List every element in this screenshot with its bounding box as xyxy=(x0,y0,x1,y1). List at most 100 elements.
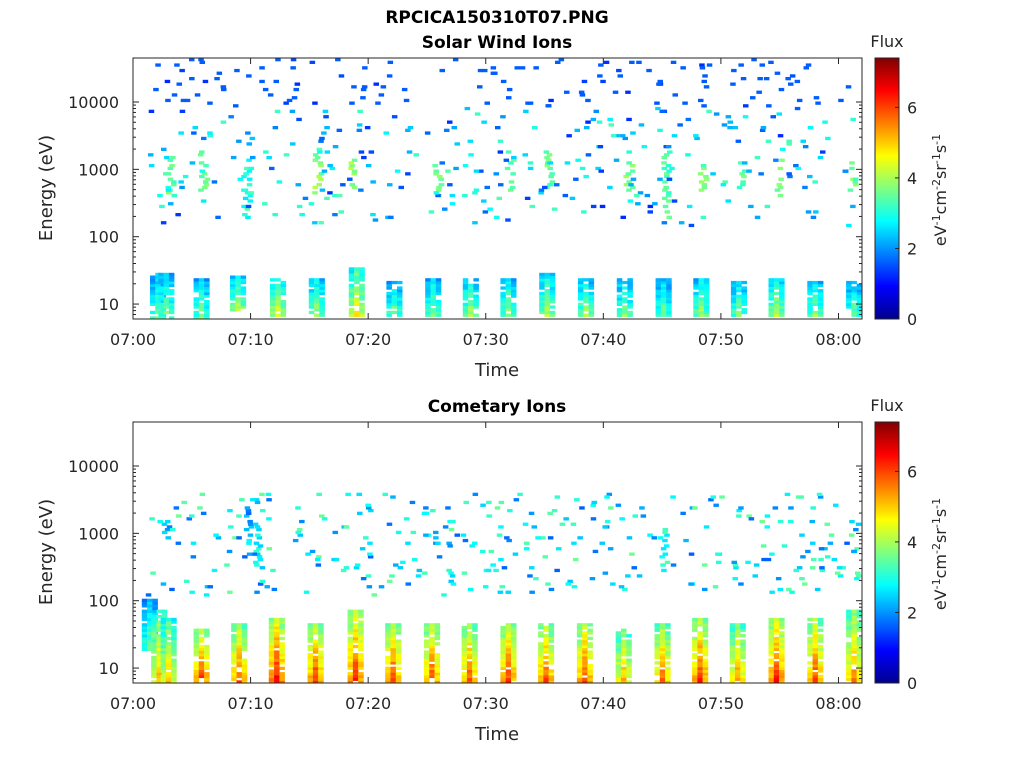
heatmap-cell xyxy=(193,628,200,632)
heatmap-cell xyxy=(779,300,785,304)
colorbar-tick-label: 6 xyxy=(907,462,917,481)
heatmap-cell xyxy=(163,283,170,287)
heatmap-cell xyxy=(235,297,241,301)
heatmap-cell xyxy=(692,642,698,646)
heatmap-cell xyxy=(657,536,664,540)
heatmap-cell xyxy=(248,525,255,529)
heatmap-cell xyxy=(236,680,242,683)
heatmap-cell xyxy=(732,126,739,130)
heatmap-cell xyxy=(587,653,593,657)
heatmap-cell xyxy=(312,674,319,679)
heatmap-cell xyxy=(171,183,177,187)
heatmap-cell xyxy=(276,180,283,184)
heatmap-cell xyxy=(539,294,545,298)
heatmap-cell xyxy=(511,302,517,306)
heatmap-cell xyxy=(152,606,158,611)
heatmap-cell xyxy=(498,557,504,562)
heatmap-cell xyxy=(484,101,490,105)
heatmap-cell xyxy=(358,672,364,676)
heatmap-cell xyxy=(708,498,714,502)
heatmap-cell xyxy=(236,642,242,646)
heatmap-cell xyxy=(538,644,544,649)
heatmap-cell xyxy=(846,623,852,627)
heatmap-cell xyxy=(424,680,430,683)
heatmap-cell xyxy=(729,628,736,632)
heatmap-cell xyxy=(587,680,593,683)
heatmap-cell xyxy=(147,609,153,613)
heatmap-cell xyxy=(318,655,324,660)
heatmap-cell xyxy=(189,58,195,62)
panel-solar-wind-ions: Solar Wind Ions 07:00 07:10 07:20 07:30 07:4… xyxy=(36,32,950,381)
heatmap-cell xyxy=(817,664,824,668)
heatmap-cell xyxy=(768,305,774,309)
heatmap-cell xyxy=(768,653,774,657)
heatmap-cell xyxy=(591,500,597,505)
heatmap-cell xyxy=(198,636,205,641)
heatmap-cell xyxy=(153,87,159,92)
heatmap-cell xyxy=(856,639,862,643)
heatmap-cell xyxy=(729,631,736,635)
heatmap-cell xyxy=(548,644,555,649)
heatmap-cell xyxy=(168,297,175,301)
heatmap-cell xyxy=(748,204,754,209)
heatmap-cell xyxy=(763,77,770,81)
heatmap-cell xyxy=(307,647,314,651)
heatmap-cell xyxy=(198,653,205,657)
heatmap-cell xyxy=(582,672,588,676)
heatmap-cell xyxy=(240,300,247,304)
heatmap-cell xyxy=(692,639,698,643)
heatmap-cell xyxy=(621,642,627,646)
heatmap-cell xyxy=(626,180,632,184)
heatmap-cell xyxy=(817,666,824,670)
heatmap-cell xyxy=(430,278,436,282)
heatmap-cell xyxy=(268,664,275,668)
heatmap-cell xyxy=(660,547,667,551)
heatmap-cell xyxy=(423,506,429,510)
heatmap-cell xyxy=(390,650,396,654)
heatmap-cell xyxy=(768,674,774,679)
heatmap-cell xyxy=(211,180,218,184)
heatmap-cell xyxy=(160,653,167,657)
heatmap-cell xyxy=(307,634,314,638)
heatmap-cell xyxy=(280,289,287,293)
heatmap-cell xyxy=(429,623,435,627)
heatmap-cell xyxy=(354,267,360,271)
heatmap-cell xyxy=(174,63,180,67)
heatmap-cell xyxy=(461,674,468,679)
heatmap-cell xyxy=(505,302,512,306)
heatmap-cell xyxy=(719,495,725,499)
heatmap-cell xyxy=(615,642,622,646)
heatmap-cell xyxy=(164,155,170,160)
heatmap-cell xyxy=(425,291,431,296)
heatmap-cell xyxy=(231,655,237,660)
heatmap-cell xyxy=(813,96,820,100)
heatmap-cell xyxy=(367,541,373,545)
heatmap-cell xyxy=(386,300,392,304)
heatmap-cell xyxy=(538,680,544,683)
heatmap-cell xyxy=(308,202,315,206)
heatmap-cell xyxy=(779,677,785,681)
heatmap-cell xyxy=(577,536,583,540)
heatmap-cell xyxy=(242,213,248,217)
heatmap-cell xyxy=(270,305,276,309)
heatmap-cell xyxy=(150,278,156,282)
heatmap-cell xyxy=(582,644,588,649)
heatmap-cell xyxy=(544,297,550,301)
heatmap-cell xyxy=(778,87,785,92)
heatmap-cell xyxy=(250,155,256,160)
heatmap-cell xyxy=(703,85,710,89)
heatmap-cell xyxy=(735,634,741,638)
heatmap-cell xyxy=(659,634,666,638)
heatmap-cell xyxy=(318,672,324,676)
heatmap-cell xyxy=(147,639,153,643)
heatmap-cell xyxy=(161,615,168,619)
heatmap-cell xyxy=(815,101,821,105)
heatmap-cell xyxy=(655,308,662,312)
heatmap-cell xyxy=(548,661,555,665)
heatmap-cell xyxy=(812,636,819,641)
colorbar-tick-label: 0 xyxy=(907,310,917,329)
heatmap-cell xyxy=(729,666,736,670)
heatmap-cell xyxy=(466,661,473,665)
heatmap-cell xyxy=(500,653,506,657)
heatmap-cell xyxy=(741,297,747,301)
